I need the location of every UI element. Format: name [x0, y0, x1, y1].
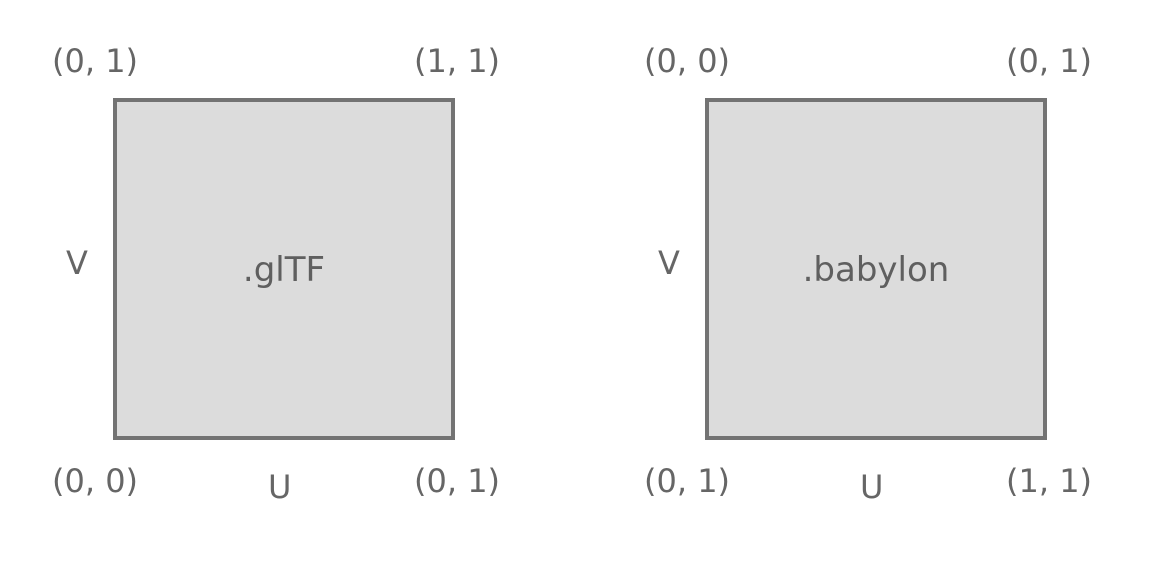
v-axis-label: V: [658, 244, 680, 282]
top-right-coordinate: (1, 1): [414, 42, 501, 80]
top-left-coordinate: (0, 1): [52, 42, 139, 80]
bottom-left-coordinate: (0, 0): [52, 462, 139, 500]
format-label: .babylon: [802, 250, 950, 290]
format-label: .glTF: [242, 250, 326, 290]
top-right-coordinate: (0, 1): [1006, 42, 1093, 80]
uv-square: .babylon: [705, 98, 1047, 440]
v-axis-label: V: [66, 244, 88, 282]
u-axis-label: U: [860, 468, 884, 506]
bottom-right-coordinate: (1, 1): [1006, 462, 1093, 500]
u-axis-label: U: [268, 468, 292, 506]
bottom-right-coordinate: (0, 1): [414, 462, 501, 500]
babylon-uv-diagram: (0, 0) (0, 1) .babylon V (0, 1) U (1, 1): [592, 0, 1152, 565]
gltf-uv-diagram: (0, 1) (1, 1) .glTF V (0, 0) U (0, 1): [0, 0, 560, 565]
bottom-left-coordinate: (0, 1): [644, 462, 731, 500]
uv-square: .glTF: [113, 98, 455, 440]
top-left-coordinate: (0, 0): [644, 42, 731, 80]
